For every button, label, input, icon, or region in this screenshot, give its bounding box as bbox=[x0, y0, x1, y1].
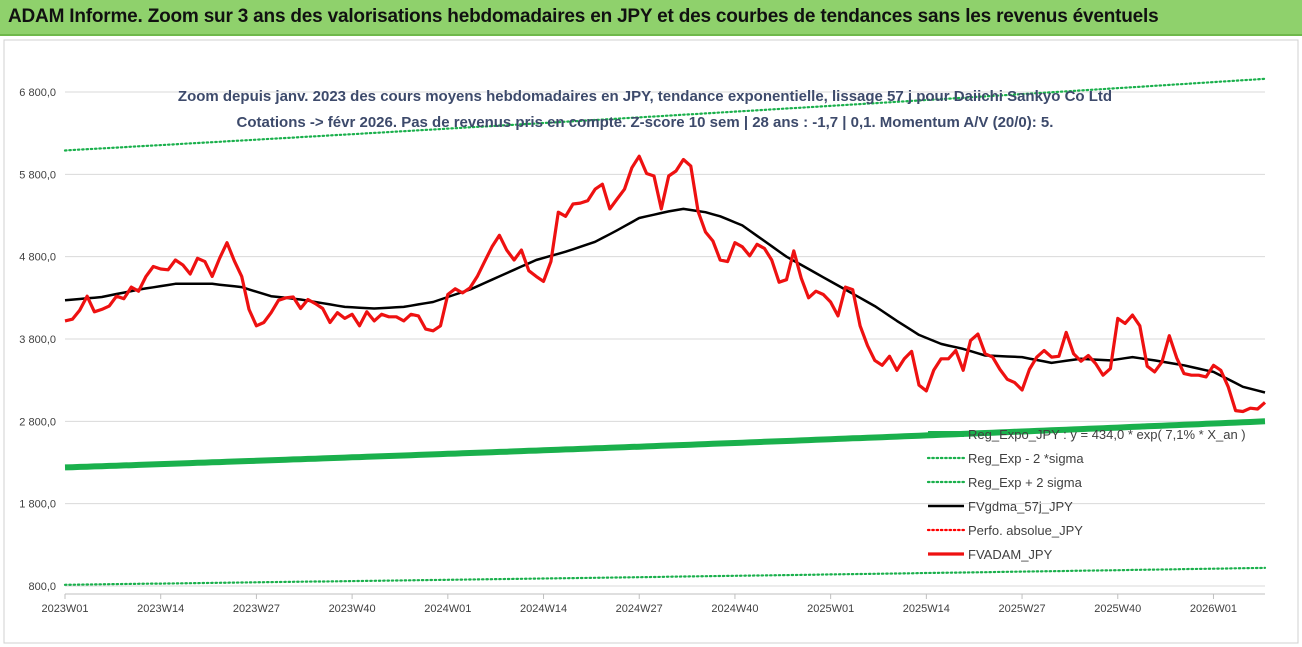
legend-label: Reg_Exp + 2 sigma bbox=[968, 475, 1083, 490]
x-tick-label: 2025W40 bbox=[1094, 603, 1141, 615]
plot-border bbox=[3, 39, 1299, 644]
x-tick-label: 2025W27 bbox=[999, 603, 1046, 615]
y-tick-label: 6 800,0 bbox=[19, 87, 56, 99]
series-line-3 bbox=[64, 207, 1266, 394]
y-tick-label: 4 800,0 bbox=[19, 252, 56, 264]
x-tick-label: 2025W01 bbox=[807, 603, 854, 615]
legend-label: Perfo. absolue_JPY bbox=[968, 523, 1083, 538]
y-tick-label: 2 800,0 bbox=[19, 416, 56, 428]
series-line-5 bbox=[64, 154, 1267, 414]
x-tick-label: 2023W27 bbox=[233, 603, 280, 615]
legend-label: Reg_Exp - 2 *sigma bbox=[968, 451, 1084, 466]
y-tick-label: 3 800,0 bbox=[19, 334, 56, 346]
x-tick-label: 2025W14 bbox=[903, 603, 950, 615]
chart-area: 800,0 1 800,0 2 800,0 3 800,0 4 800,0 5 800,0… bbox=[0, 36, 1302, 647]
title-banner: ADAM Informe. Zoom sur 3 ans des valoris… bbox=[0, 0, 1302, 36]
banner-title: ADAM Informe. Zoom sur 3 ans des valoris… bbox=[8, 6, 1159, 27]
x-tick-label: 2023W14 bbox=[137, 603, 184, 615]
legend-label: Reg_Expo_JPY : y = 434,0 * exp( 7,1% * X… bbox=[968, 427, 1246, 442]
x-tick-label: 2026W01 bbox=[1190, 603, 1237, 615]
legend-label: FVADAM_JPY bbox=[968, 547, 1053, 562]
x-tick-label: 2024W14 bbox=[520, 603, 567, 615]
legend-label: FVgdma_57j_JPY bbox=[968, 499, 1073, 514]
x-tick-label: 2023W01 bbox=[41, 603, 88, 615]
chart-title-line2: Cotations -> févr 2026. Pas de revenus p… bbox=[236, 114, 1054, 131]
series-line-2 bbox=[63, 77, 1267, 152]
x-tick-label: 2024W01 bbox=[424, 603, 471, 615]
y-tick-label: 800,0 bbox=[28, 581, 56, 593]
x-tick-label: 2023W40 bbox=[329, 603, 376, 615]
series-line-0 bbox=[64, 418, 1266, 471]
x-tick-label: 2024W27 bbox=[616, 603, 663, 615]
series-line-1 bbox=[63, 566, 1267, 586]
y-tick-label: 5 800,0 bbox=[19, 169, 56, 181]
chart-title-line1: Zoom depuis janv. 2023 des cours moyens … bbox=[177, 88, 1113, 105]
chart-svg: 800,0 1 800,0 2 800,0 3 800,0 4 800,0 5 800,0… bbox=[3, 39, 1299, 644]
y-tick-label: 1 800,0 bbox=[19, 499, 56, 511]
x-tick-label: 2024W40 bbox=[711, 603, 758, 615]
